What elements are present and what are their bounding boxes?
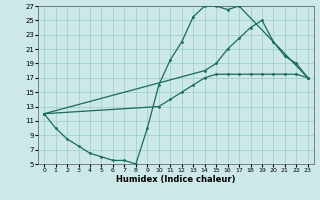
X-axis label: Humidex (Indice chaleur): Humidex (Indice chaleur): [116, 175, 236, 184]
